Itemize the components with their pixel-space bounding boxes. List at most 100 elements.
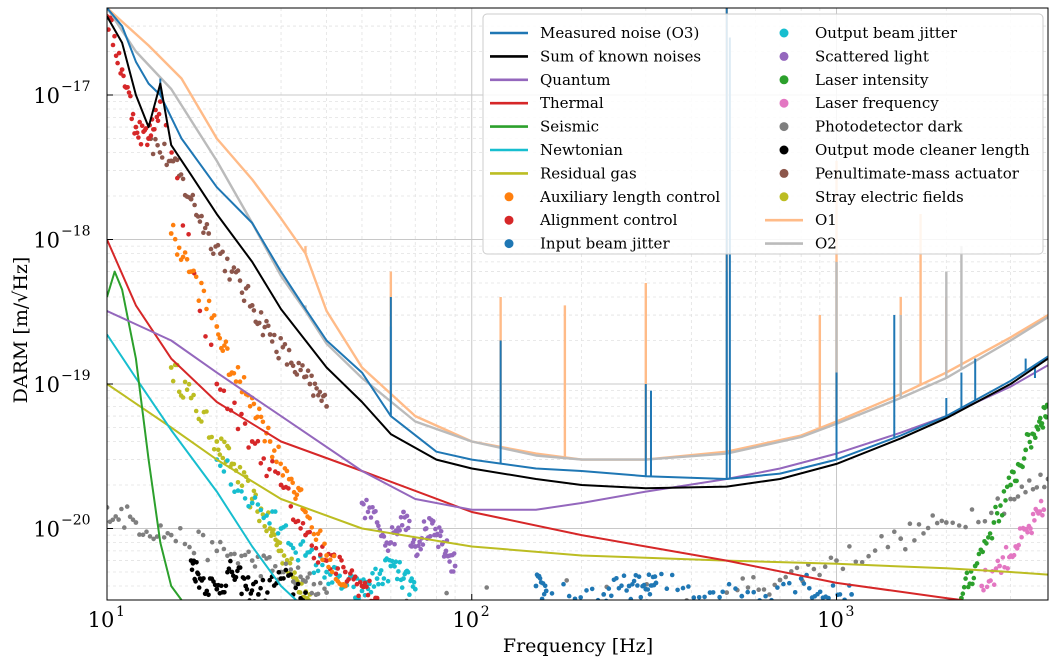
data-point xyxy=(233,379,239,384)
data-point xyxy=(145,142,150,148)
data-point xyxy=(119,67,125,72)
data-point xyxy=(211,313,217,318)
data-point xyxy=(258,414,264,420)
data-point xyxy=(159,155,165,160)
data-point xyxy=(229,569,235,575)
data-point xyxy=(204,306,209,312)
data-point xyxy=(140,532,146,538)
data-point xyxy=(1016,542,1021,548)
data-point xyxy=(115,60,120,66)
data-point xyxy=(675,587,680,593)
data-point xyxy=(307,571,313,576)
data-point xyxy=(273,564,278,569)
data-point xyxy=(300,539,306,544)
data-point xyxy=(193,579,198,584)
data-point xyxy=(974,561,980,566)
data-point xyxy=(1040,425,1046,430)
series-line-seismic xyxy=(107,270,183,600)
data-point xyxy=(226,566,232,571)
data-point xyxy=(242,496,248,501)
data-point xyxy=(1037,509,1043,514)
data-point xyxy=(144,529,149,534)
series-input-beam-jitter xyxy=(533,571,854,608)
data-point xyxy=(801,581,807,586)
data-point xyxy=(201,288,207,294)
data-point xyxy=(584,588,589,593)
legend-item-quantum: Quantum xyxy=(490,71,610,89)
data-point xyxy=(416,543,421,548)
data-point xyxy=(714,601,719,606)
data-point xyxy=(847,544,852,549)
data-point xyxy=(405,525,411,531)
data-point xyxy=(298,526,303,531)
data-point xyxy=(331,553,337,559)
data-point xyxy=(265,590,270,595)
data-point xyxy=(740,576,745,581)
data-point xyxy=(214,381,220,387)
data-point xyxy=(169,150,174,155)
legend-label: Penultimate-mass actuator xyxy=(815,164,1020,182)
legend-label: Output mode cleaner length xyxy=(815,141,1030,159)
y-tick-exponent: −20 xyxy=(61,512,91,528)
series-auxiliary-length-control xyxy=(168,222,348,589)
legend-dot-swatch xyxy=(504,192,514,202)
data-point xyxy=(300,363,305,368)
data-point xyxy=(364,497,369,503)
data-point xyxy=(231,265,237,270)
data-point xyxy=(199,213,204,219)
data-point xyxy=(203,334,208,339)
legend-item-output-mode-cleaner-length: Output mode cleaner length xyxy=(779,141,1030,159)
data-point xyxy=(235,426,241,432)
data-point xyxy=(232,551,237,557)
data-point xyxy=(609,593,614,599)
data-point xyxy=(388,540,394,545)
data-point xyxy=(189,567,195,573)
data-point xyxy=(337,554,343,560)
legend-item-auxiliary-length-control: Auxiliary length control xyxy=(504,188,720,206)
legend-dot-swatch xyxy=(779,168,789,178)
legend-item-residual-gas: Residual gas xyxy=(490,164,637,182)
series-sum-of-known-noises xyxy=(107,15,1048,490)
data-point xyxy=(255,438,261,444)
data-point xyxy=(231,371,237,376)
data-point xyxy=(1011,552,1017,558)
data-point xyxy=(191,392,196,398)
data-point xyxy=(320,557,325,563)
data-point xyxy=(178,526,183,531)
data-point xyxy=(152,127,157,132)
data-point xyxy=(311,555,317,561)
legend-box xyxy=(482,13,1044,255)
data-point xyxy=(168,532,174,538)
data-point xyxy=(710,590,716,595)
data-point xyxy=(133,520,139,525)
data-point xyxy=(724,603,729,608)
data-point xyxy=(1011,469,1016,475)
data-point xyxy=(251,308,257,313)
data-point xyxy=(154,534,160,539)
data-point xyxy=(231,461,237,467)
data-point xyxy=(219,436,224,442)
data-point xyxy=(239,411,244,417)
series-line-o2 xyxy=(107,8,1048,461)
data-point xyxy=(178,172,184,177)
data-point xyxy=(566,593,572,599)
data-point xyxy=(309,590,315,596)
data-point xyxy=(306,597,311,600)
data-point xyxy=(595,597,601,600)
data-point xyxy=(1044,415,1048,420)
data-point xyxy=(190,192,196,198)
data-point xyxy=(204,222,210,227)
data-point xyxy=(421,519,427,524)
data-point xyxy=(999,513,1005,518)
data-point xyxy=(278,548,284,554)
data-point xyxy=(205,557,210,563)
data-point xyxy=(267,555,272,560)
data-point xyxy=(278,336,284,341)
data-point xyxy=(217,335,223,341)
data-point xyxy=(267,439,273,444)
data-point xyxy=(1023,489,1028,495)
data-point xyxy=(150,151,156,157)
data-point xyxy=(733,586,738,591)
data-point xyxy=(1027,478,1032,483)
data-point xyxy=(155,143,160,148)
